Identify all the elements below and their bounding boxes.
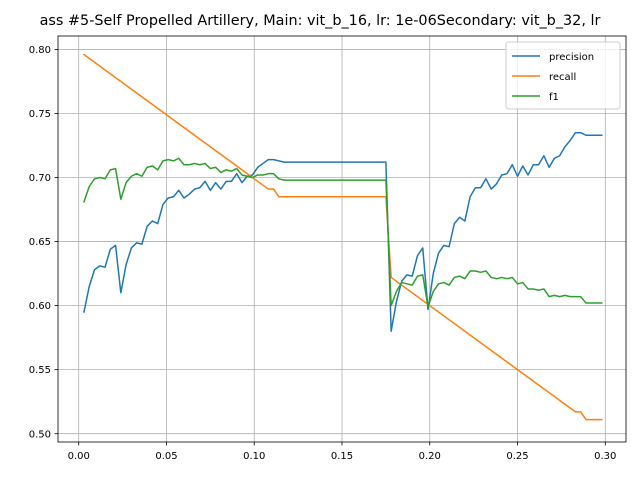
y-axis: 0.50 0.55 0.60 0.65 0.70 0.75 0.80 bbox=[29, 45, 58, 440]
y-tick-label: 0.60 bbox=[29, 301, 51, 312]
chart-title: ass #5-Self Propelled Artillery, Main: v… bbox=[40, 13, 601, 29]
x-tick-label: 0.05 bbox=[155, 451, 177, 462]
series-lines bbox=[82, 53, 603, 421]
x-tick-label: 0.25 bbox=[506, 451, 528, 462]
x-tick-label: 0.10 bbox=[243, 451, 265, 462]
x-tick-label: 0.15 bbox=[331, 451, 353, 462]
legend: precision recall f1 bbox=[505, 41, 621, 110]
series-line-f1 bbox=[83, 157, 603, 308]
y-tick-label: 0.50 bbox=[29, 429, 51, 440]
x-tick-label: 0.00 bbox=[68, 451, 90, 462]
y-tick-label: 0.80 bbox=[29, 45, 51, 56]
y-tick-label: 0.70 bbox=[29, 173, 51, 184]
legend-label-f1: f1 bbox=[549, 92, 559, 103]
legend-box bbox=[505, 41, 621, 110]
y-tick-label: 0.75 bbox=[29, 109, 51, 120]
y-tick-label: 0.55 bbox=[29, 365, 51, 376]
legend-label-recall: recall bbox=[549, 72, 576, 83]
x-tick-label: 0.30 bbox=[594, 451, 616, 462]
x-tick-label: 0.20 bbox=[419, 451, 441, 462]
x-axis: 0.00 0.05 0.10 0.15 0.20 0.25 0.30 bbox=[68, 442, 616, 462]
legend-label-precision: precision bbox=[549, 52, 594, 63]
y-tick-label: 0.65 bbox=[29, 237, 51, 248]
